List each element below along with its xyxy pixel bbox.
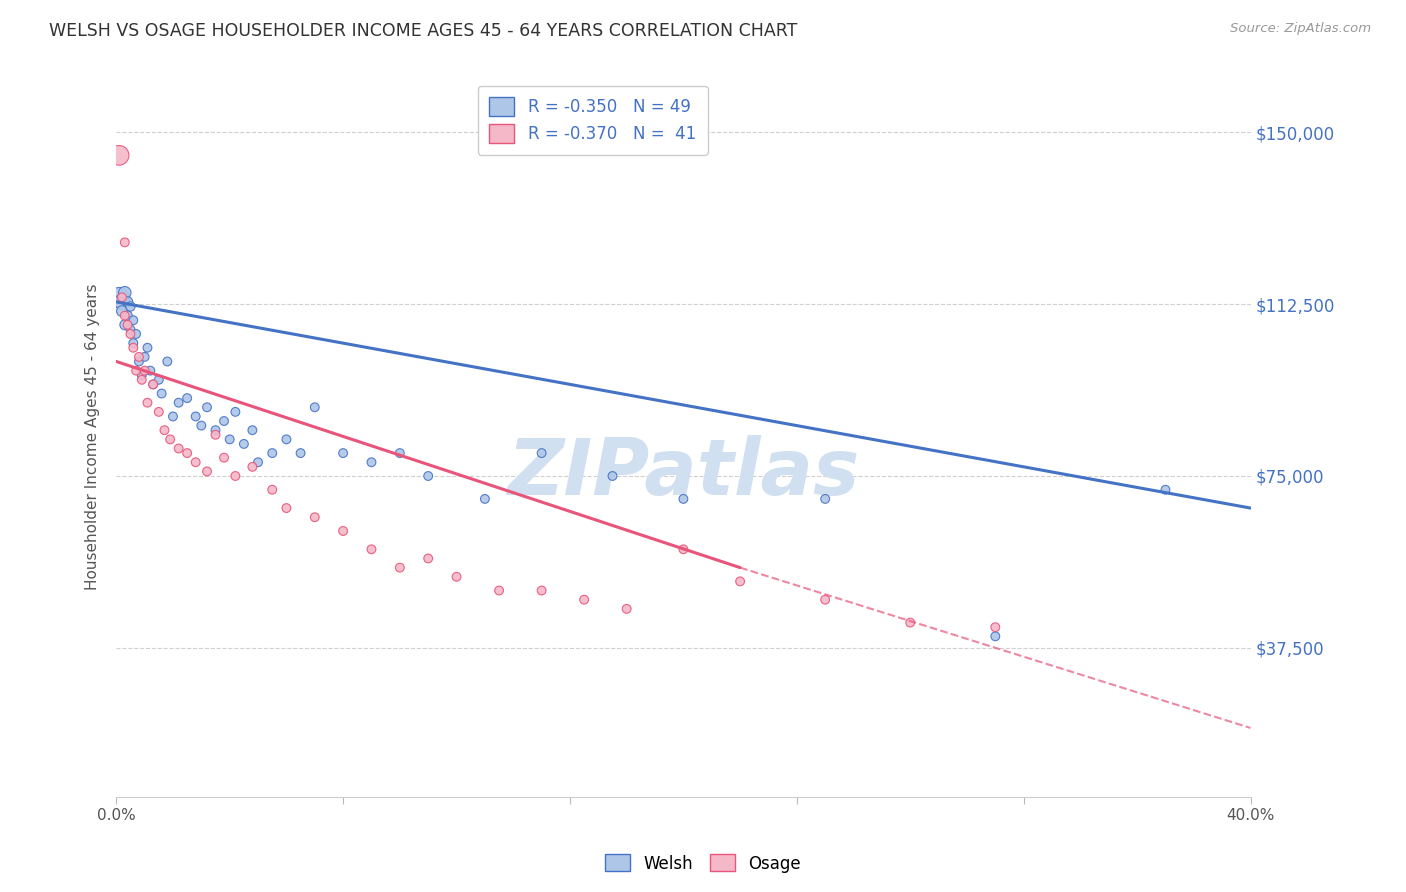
- Point: [262, 483, 284, 497]
- Point: [120, 322, 142, 336]
- Y-axis label: Householder Income Ages 45 - 64 years: Householder Income Ages 45 - 64 years: [86, 284, 100, 591]
- Point: [131, 373, 153, 387]
- Point: [195, 464, 218, 478]
- Point: [114, 235, 136, 250]
- Legend: R = -0.350   N = 49, R = -0.370   N =  41: R = -0.350 N = 49, R = -0.370 N = 41: [478, 86, 707, 155]
- Point: [204, 423, 226, 437]
- Point: [218, 433, 240, 447]
- Point: [176, 391, 198, 405]
- Point: [108, 148, 131, 162]
- Point: [148, 405, 170, 419]
- Point: [898, 615, 921, 630]
- Point: [814, 491, 837, 506]
- Point: [153, 423, 176, 437]
- Point: [360, 455, 382, 469]
- Point: [232, 437, 254, 451]
- Point: [262, 446, 284, 460]
- Point: [360, 542, 382, 557]
- Point: [418, 469, 440, 483]
- Point: [204, 427, 226, 442]
- Point: [128, 350, 150, 364]
- Point: [474, 491, 496, 506]
- Point: [242, 459, 264, 474]
- Point: [142, 377, 165, 392]
- Point: [290, 446, 312, 460]
- Point: [136, 341, 159, 355]
- Point: [176, 446, 198, 460]
- Point: [224, 469, 246, 483]
- Point: [162, 409, 184, 424]
- Point: [122, 336, 145, 351]
- Point: [212, 450, 235, 465]
- Point: [114, 309, 136, 323]
- Point: [120, 326, 142, 341]
- Point: [125, 326, 148, 341]
- Point: [122, 341, 145, 355]
- Point: [139, 364, 162, 378]
- Point: [184, 455, 207, 469]
- Point: [530, 446, 553, 460]
- Point: [111, 294, 134, 309]
- Point: [134, 364, 156, 378]
- Point: [148, 373, 170, 387]
- Point: [332, 446, 354, 460]
- Point: [332, 524, 354, 538]
- Point: [117, 294, 139, 309]
- Point: [242, 423, 264, 437]
- Point: [131, 368, 153, 383]
- Point: [388, 446, 411, 460]
- Point: [572, 592, 595, 607]
- Point: [156, 354, 179, 368]
- Point: [142, 377, 165, 392]
- Text: WELSH VS OSAGE HOUSEHOLDER INCOME AGES 45 - 64 YEARS CORRELATION CHART: WELSH VS OSAGE HOUSEHOLDER INCOME AGES 4…: [49, 22, 797, 40]
- Point: [111, 304, 134, 318]
- Text: ZIPatlas: ZIPatlas: [508, 435, 859, 511]
- Point: [122, 313, 145, 327]
- Point: [120, 300, 142, 314]
- Point: [276, 501, 298, 516]
- Point: [602, 469, 624, 483]
- Point: [125, 364, 148, 378]
- Point: [984, 620, 1007, 634]
- Point: [418, 551, 440, 566]
- Point: [134, 350, 156, 364]
- Point: [114, 318, 136, 332]
- Point: [247, 455, 270, 469]
- Point: [150, 386, 173, 401]
- Point: [190, 418, 212, 433]
- Point: [488, 583, 510, 598]
- Point: [117, 318, 139, 332]
- Point: [184, 409, 207, 424]
- Point: [814, 592, 837, 607]
- Point: [672, 542, 695, 557]
- Text: Source: ZipAtlas.com: Source: ZipAtlas.com: [1230, 22, 1371, 36]
- Point: [224, 405, 246, 419]
- Point: [114, 285, 136, 300]
- Point: [1154, 483, 1177, 497]
- Point: [111, 290, 134, 304]
- Point: [304, 510, 326, 524]
- Point: [136, 395, 159, 409]
- Point: [128, 354, 150, 368]
- Point: [984, 629, 1007, 643]
- Point: [388, 560, 411, 574]
- Point: [530, 583, 553, 598]
- Point: [167, 395, 190, 409]
- Point: [446, 570, 468, 584]
- Point: [616, 602, 638, 616]
- Point: [117, 309, 139, 323]
- Point: [108, 290, 131, 304]
- Point: [167, 442, 190, 456]
- Point: [195, 401, 218, 415]
- Point: [304, 401, 326, 415]
- Point: [212, 414, 235, 428]
- Point: [276, 433, 298, 447]
- Point: [728, 574, 751, 589]
- Point: [672, 491, 695, 506]
- Point: [159, 433, 181, 447]
- Legend: Welsh, Osage: Welsh, Osage: [599, 847, 807, 880]
